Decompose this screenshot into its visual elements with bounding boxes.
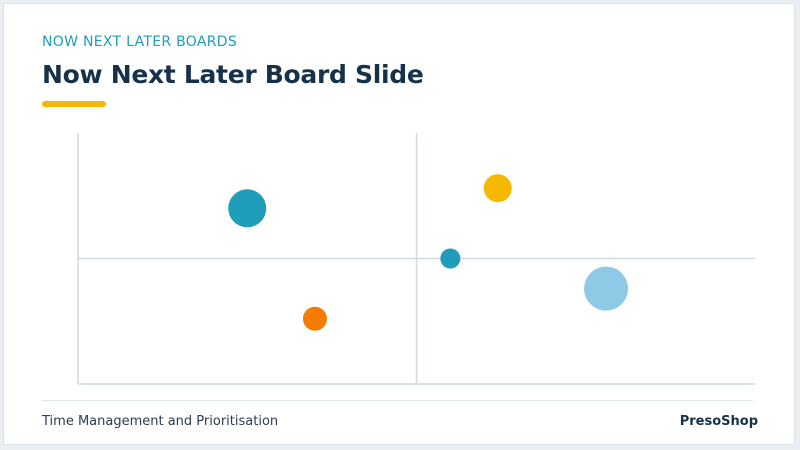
footer-divider	[42, 400, 753, 401]
title-underline	[42, 101, 106, 107]
slide-kicker: NOW NEXT LATER BOARDS	[42, 34, 238, 50]
slide	[3, 3, 795, 445]
bubble-4	[440, 248, 461, 269]
footer-brand: PresoShop	[679, 414, 758, 429]
slide-title: Now Next Later Board Slide	[42, 60, 424, 89]
footer-subtitle: Time Management and Prioritisation	[42, 414, 279, 429]
bubble-3	[483, 174, 512, 203]
bubble-1	[228, 189, 267, 228]
bubble-2	[302, 306, 327, 331]
bubble-5	[584, 266, 629, 311]
